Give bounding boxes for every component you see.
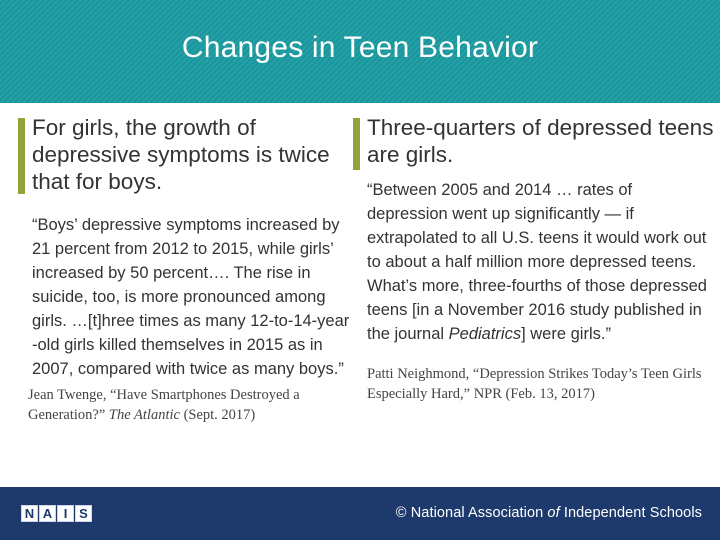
- footer-org-name: © National Association of Independent Sc…: [396, 505, 702, 521]
- left-citation: Jean Twenge, “Have Smartphones Destroyed…: [18, 385, 353, 425]
- footer-bar: N A I S © National Association of Indepe…: [0, 487, 720, 540]
- left-citation-source: The Atlantic: [108, 407, 180, 423]
- logo-letter-n: N: [21, 505, 38, 522]
- logo-letter-i: I: [57, 505, 74, 522]
- logo-letter-a: A: [39, 505, 56, 522]
- right-accent-bar: [353, 118, 360, 170]
- right-heading: Three-quarters of depressed teens are gi…: [367, 115, 714, 167]
- left-heading-block: For girls, the growth of depressive symp…: [18, 114, 353, 195]
- right-quote: “Between 2005 and 2014 … rates of depres…: [353, 178, 715, 346]
- left-citation-date: (Sept. 2017): [179, 407, 256, 423]
- footer-org-suffix: Independent Schools: [559, 505, 702, 521]
- right-quote-text: “Between 2005 and 2014 … rates of depres…: [367, 181, 707, 343]
- left-quote: “Boys’ depressive symptoms increased by …: [32, 216, 350, 378]
- left-column: For girls, the growth of depressive symp…: [18, 114, 353, 425]
- right-column: Three-quarters of depressed teens are gi…: [353, 114, 715, 404]
- slide-title: Changes in Teen Behavior: [181, 30, 539, 64]
- right-quote-source: Pediatrics: [448, 325, 522, 343]
- right-heading-block: Three-quarters of depressed teens are gi…: [353, 114, 715, 170]
- left-citation-author: Jean Twenge, “Have Smartphones Destroyed…: [28, 387, 300, 423]
- left-heading: For girls, the growth of depressive symp…: [32, 115, 330, 194]
- title-bar: Changes in Teen Behavior: [0, 0, 720, 103]
- footer-org-prefix: © National Association: [395, 505, 548, 521]
- right-quote-end: ] were girls.”: [521, 325, 611, 343]
- logo-letter-s: S: [75, 505, 92, 522]
- nais-logo: N A I S: [21, 505, 92, 522]
- right-citation: Patti Neighmond, “Depression Strikes Tod…: [367, 366, 702, 402]
- footer-org-of: of: [547, 505, 560, 521]
- left-accent-bar: [18, 118, 25, 194]
